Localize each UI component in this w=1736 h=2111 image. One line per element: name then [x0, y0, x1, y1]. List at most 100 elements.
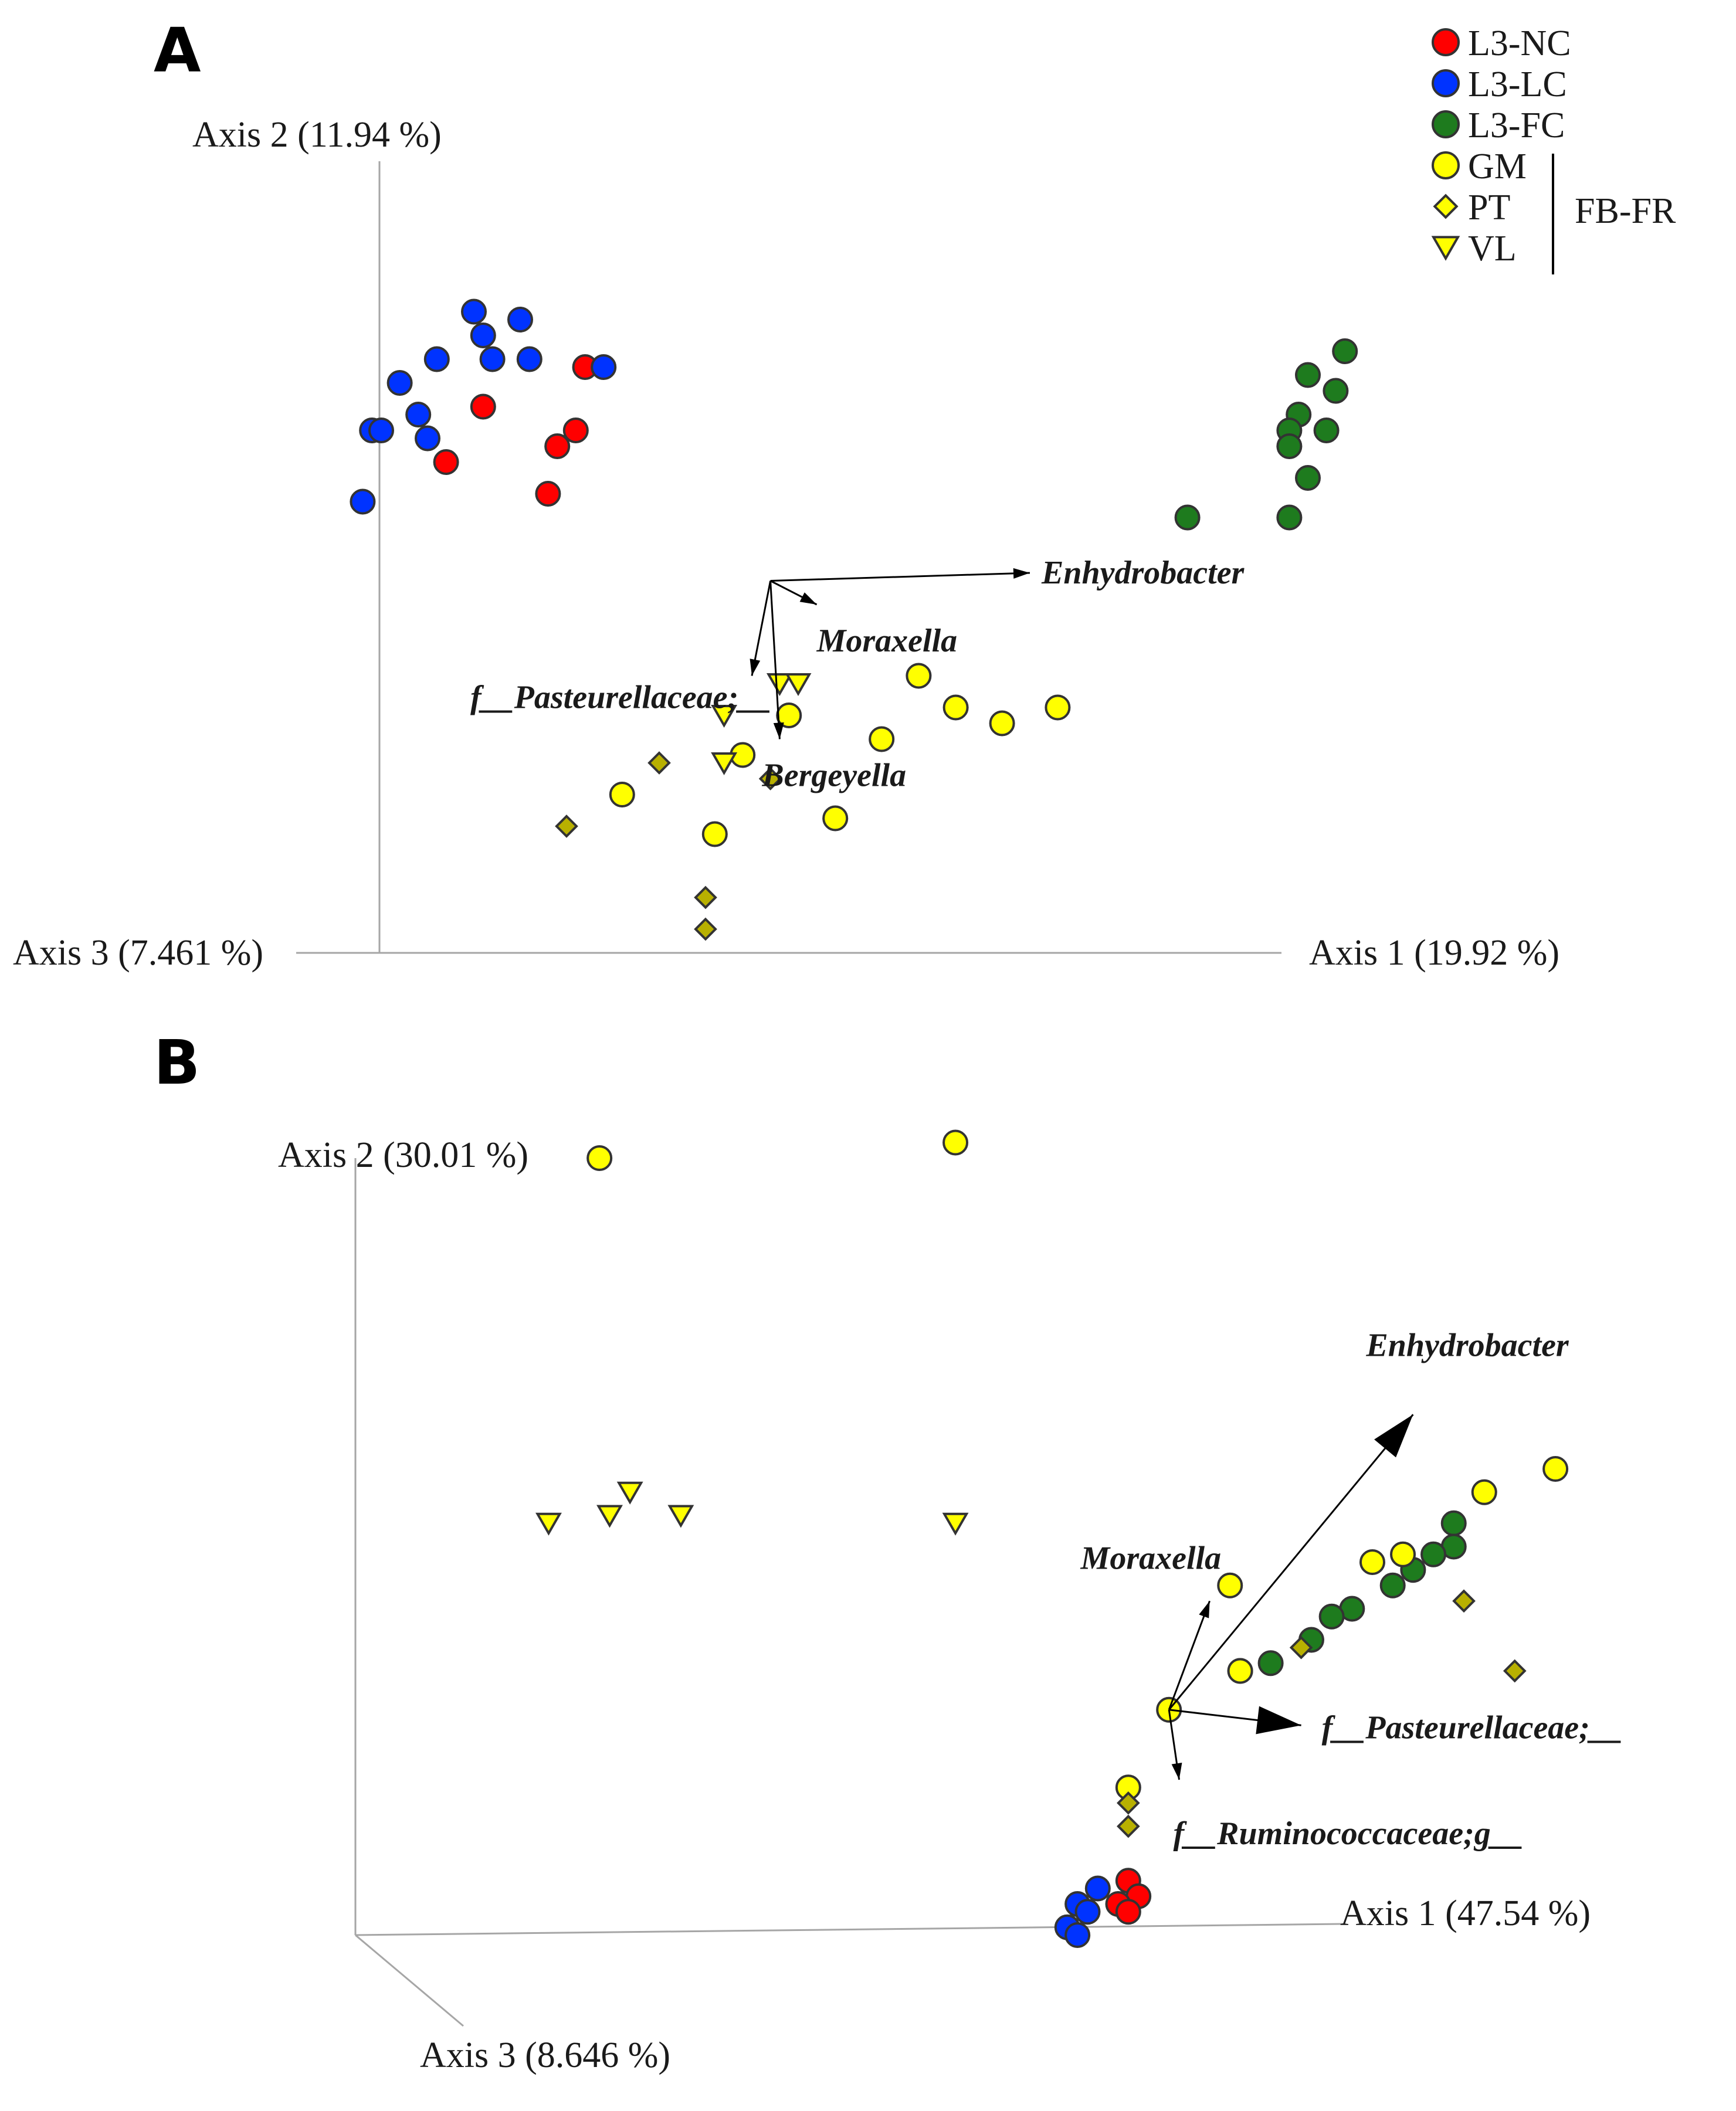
- panel-a-point-gm-8: [822, 805, 849, 831]
- legend-label-l3-nc: L3-NC: [1468, 23, 1571, 63]
- panel-b-vector-label-moraxella: Moraxella: [1080, 1540, 1222, 1576]
- panel-a-point-l3-nc-1: [470, 393, 496, 420]
- panel-a-point-vl-3: [711, 752, 738, 776]
- panel-b-axis-3-line: [355, 1934, 464, 2027]
- panel-a-point-l3-lc-2: [470, 323, 496, 348]
- panel-b-arrowhead-f-pasteurellaceae: [1256, 1706, 1301, 1735]
- panel-a-series-gm: [609, 663, 1071, 847]
- panel-a-series-pt: [555, 751, 782, 941]
- panel-a-point-l3-nc-2: [562, 418, 589, 443]
- panel-a-point-vl-2: [711, 705, 738, 728]
- panel-b-point-gm-7: [1227, 1658, 1253, 1684]
- panel-a-point-gm-0: [906, 663, 932, 689]
- panel-a-point-l3-lc-7: [386, 370, 413, 396]
- panel-a-point-pt-1: [758, 767, 782, 790]
- panel-b-vector-label-enhydrobacter: Enhydrobacter: [1365, 1327, 1569, 1363]
- panel-b-vector-label-f-pasteurellaceae: f__Pasteurellaceae;__: [1322, 1709, 1623, 1746]
- panel-b-point-vl-3: [667, 1505, 694, 1528]
- panel-a-tag: A: [154, 15, 201, 86]
- panel-a-point-l3-nc-3: [544, 433, 571, 459]
- legend-label-vl: VL: [1468, 229, 1517, 269]
- legend-swatch-l3-fc: [1432, 110, 1460, 138]
- panel-a-point-l3-lc-4: [479, 346, 506, 372]
- panel-a-axis-2-label: Axis 2 (11.94 %): [192, 115, 442, 155]
- panel-b-point-l3-fc-4: [1379, 1572, 1406, 1598]
- panel-a-series-vl: [711, 673, 812, 776]
- panel-a-point-l3-lc-3: [423, 346, 450, 372]
- panel-a-point-gm-5: [869, 726, 895, 752]
- panel-b-axis-3-label: Axis 3 (8.646 %): [420, 2035, 670, 2075]
- panel-a-point-gm-4: [776, 702, 802, 728]
- panel-a-axes: [296, 161, 1281, 954]
- panel-a-vector-bergeyella: [769, 581, 781, 739]
- panel-a-point-l3-lc-8: [405, 402, 432, 427]
- panel-b-arrowhead-f-ruminococcaceae-g: [1171, 1762, 1182, 1780]
- panel-b-point-vl-4: [942, 1512, 969, 1536]
- panel-b-point-l3-fc-0: [1440, 1510, 1467, 1536]
- panel-b-point-l3-lc-2: [1074, 1899, 1101, 1925]
- panel-a-point-l3-lc-6: [591, 354, 617, 380]
- panel-a-point-l3-fc-6: [1276, 433, 1303, 459]
- panel-a-vector-enhydrobacter: [770, 572, 1030, 582]
- legend-label-l3-lc: L3-LC: [1468, 65, 1567, 104]
- panel-a-arrowhead-f-pasteurellaceae: [750, 659, 761, 676]
- panel-b-series-pt: [1117, 1589, 1527, 1838]
- panel-b-point-gm-5: [1390, 1541, 1416, 1567]
- legend-label-l3-fc: L3-FC: [1468, 106, 1565, 145]
- panel-b-vector-label-f-ruminococcaceae-g: f__Ruminococcaceae;g__: [1174, 1815, 1524, 1852]
- legend-label-pt: PT: [1468, 188, 1510, 228]
- panel-b-tag: B: [154, 1027, 200, 1098]
- panel-a-plot: Enhydrobacter Moraxella f__Pasteurellaceae…: [350, 298, 1358, 941]
- panel-b-series-l3-nc: [1105, 1868, 1152, 1925]
- panel-a-arrowhead-enhydrobacter: [1013, 568, 1030, 579]
- panel-b-series-l3-fc: [1227, 1510, 1467, 1684]
- panel-a-point-l3-lc-12: [350, 488, 376, 515]
- panel-a-point-vl-1: [785, 673, 812, 697]
- panel-b-series-gm: [586, 1129, 1569, 1801]
- panel-a-point-gm-9: [701, 821, 728, 847]
- panel-a-point-pt-2: [555, 814, 578, 838]
- panel-a-point-pt-0: [647, 751, 671, 775]
- panel-a-point-gm-7: [609, 782, 635, 807]
- panel-b-point-pt-3: [1117, 1791, 1140, 1815]
- panel-b-point-l3-fc-6: [1318, 1603, 1345, 1630]
- panel-b-series-vl: [535, 1481, 969, 1536]
- panel-a-axis-1-label: Axis 1 (19.92 %): [1309, 933, 1559, 973]
- panel-b-point-gm-2: [1542, 1456, 1569, 1482]
- panel-b-axis-2-label: Axis 2 (30.01 %): [278, 1135, 528, 1175]
- panel-a-point-l3-nc-4: [433, 449, 459, 475]
- legend-swatch-gm: [1432, 151, 1460, 179]
- panel-b-point-l3-lc-4: [1064, 1922, 1091, 1948]
- panel-b-point-pt-1: [1289, 1635, 1313, 1659]
- panel-b-series-l3-lc: [1054, 1875, 1111, 1948]
- panel-a-vector-label-moraxella: Moraxella: [816, 623, 958, 659]
- panel-a-series-l3-lc: [350, 298, 617, 515]
- panel-a-vector-label-bergeyella: Bergeyella: [761, 758, 906, 794]
- panel-a-arrowhead-moraxella: [799, 592, 817, 605]
- panel-b-point-gm-1: [942, 1129, 969, 1156]
- panel-a-point-pt-3: [694, 885, 717, 909]
- panel-a-point-l3-lc-5: [516, 346, 542, 372]
- panel-a-point-gm-2: [1045, 694, 1071, 721]
- panel-b-point-l3-nc-3: [1115, 1899, 1141, 1925]
- panel-b-point-pt-0: [1452, 1589, 1476, 1613]
- panel-a-point-l3-fc-2: [1323, 378, 1349, 404]
- panel-a-arrowhead-bergeyella: [773, 722, 784, 739]
- legend-swatch-pt: [1433, 194, 1459, 219]
- panel-a-point-l3-fc-9: [1276, 504, 1303, 531]
- panel-b-vector-moraxella: [1168, 1600, 1211, 1710]
- panel-b-point-vl-1: [596, 1505, 623, 1528]
- legend-label-gm: GM: [1468, 147, 1527, 186]
- panel-a-point-l3-lc-0: [461, 298, 487, 325]
- panel-a-point-l3-lc-10: [368, 418, 394, 443]
- legend-group-label: FB-FR: [1575, 191, 1676, 231]
- panel-a-point-l3-fc-8: [1174, 504, 1201, 531]
- panel-a-point-vl-0: [766, 673, 793, 697]
- panel-a-axis-3-label: Axis 3 (7.461 %): [13, 933, 263, 973]
- panel-b-point-gm-6: [1217, 1572, 1243, 1598]
- panel-a-point-l3-nc-5: [535, 481, 561, 507]
- panel-a-point-gm-3: [989, 710, 1015, 737]
- panel-a-series-l3-nc: [433, 354, 598, 507]
